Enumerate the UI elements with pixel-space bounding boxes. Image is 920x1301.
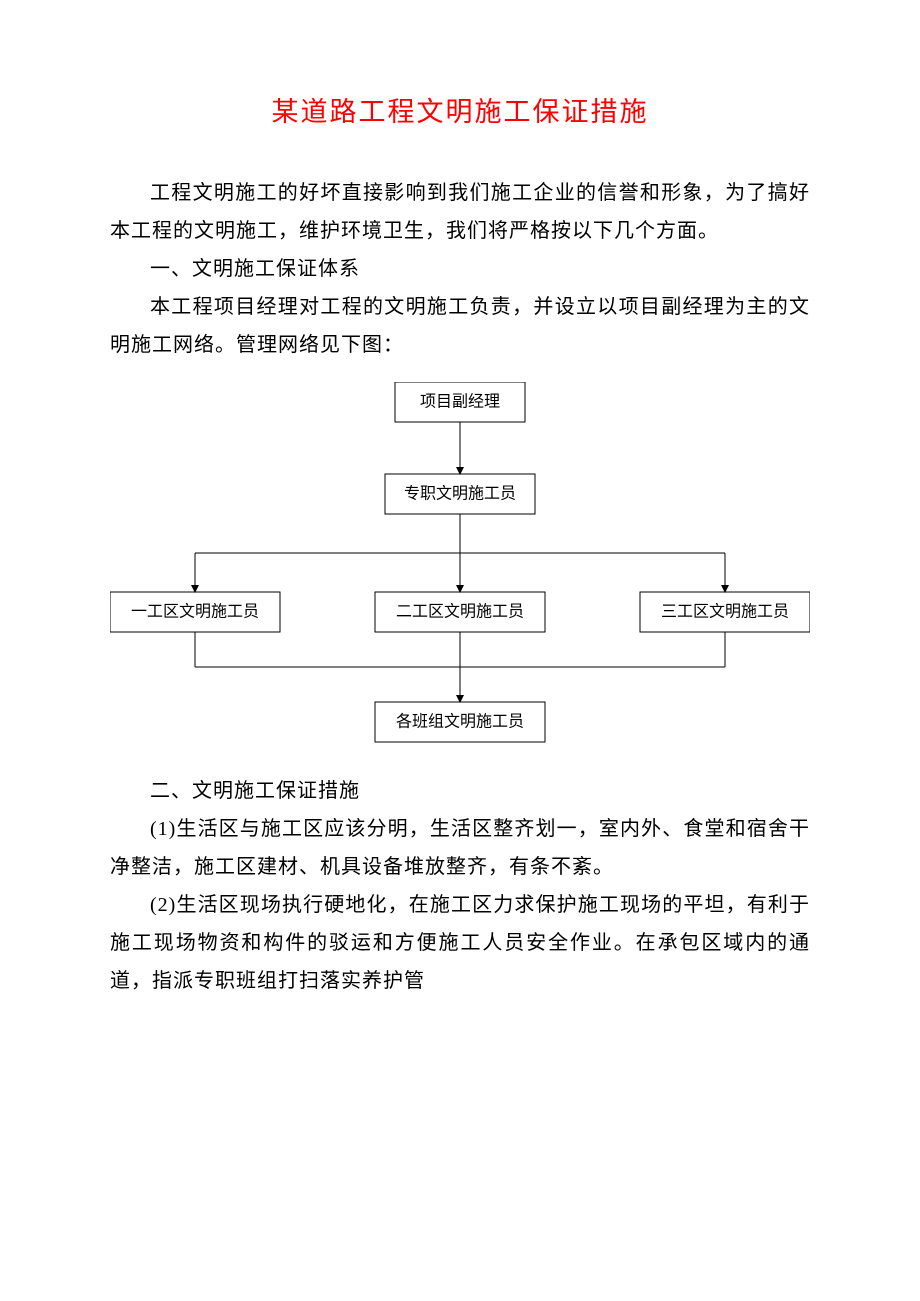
svg-text:各班组文明施工员: 各班组文明施工员 <box>396 713 524 731</box>
svg-text:一工区文明施工员: 一工区文明施工员 <box>131 603 259 621</box>
intro-paragraph: 工程文明施工的好坏直接影响到我们施工企业的信誉和形象，为了搞好本工程的文明施工，… <box>110 174 810 250</box>
svg-text:项目副经理: 项目副经理 <box>420 393 500 411</box>
section-2-item-2: (2)生活区现场执行硬地化，在施工区力求保护施工现场的平坦，有利于施工现场物资和… <box>110 886 810 1000</box>
svg-text:三工区文明施工员: 三工区文明施工员 <box>661 603 789 621</box>
svg-text:二工区文明施工员: 二工区文明施工员 <box>396 603 524 621</box>
section-1-heading: 一、文明施工保证体系 <box>110 250 810 288</box>
document-title: 某道路工程文明施工保证措施 <box>110 90 810 129</box>
flowchart-svg: 项目副经理专职文明施工员一工区文明施工员 二工区文明施工员 三工区文明施工员各班组文… <box>110 382 810 747</box>
org-flowchart: 项目副经理专职文明施工员一工区文明施工员 二工区文明施工员 三工区文明施工员各班组文… <box>110 382 810 747</box>
section-2-item-1: (1)生活区与施工区应该分明，生活区整齐划一，室内外、食堂和宿舍干净整洁，施工区… <box>110 810 810 886</box>
section-2-heading: 二、文明施工保证措施 <box>110 772 810 810</box>
svg-text:专职文明施工员: 专职文明施工员 <box>404 485 516 503</box>
section-1-body: 本工程项目经理对工程的文明施工负责，并设立以项目副经理为主的文明施工网络。管理网… <box>110 288 810 364</box>
